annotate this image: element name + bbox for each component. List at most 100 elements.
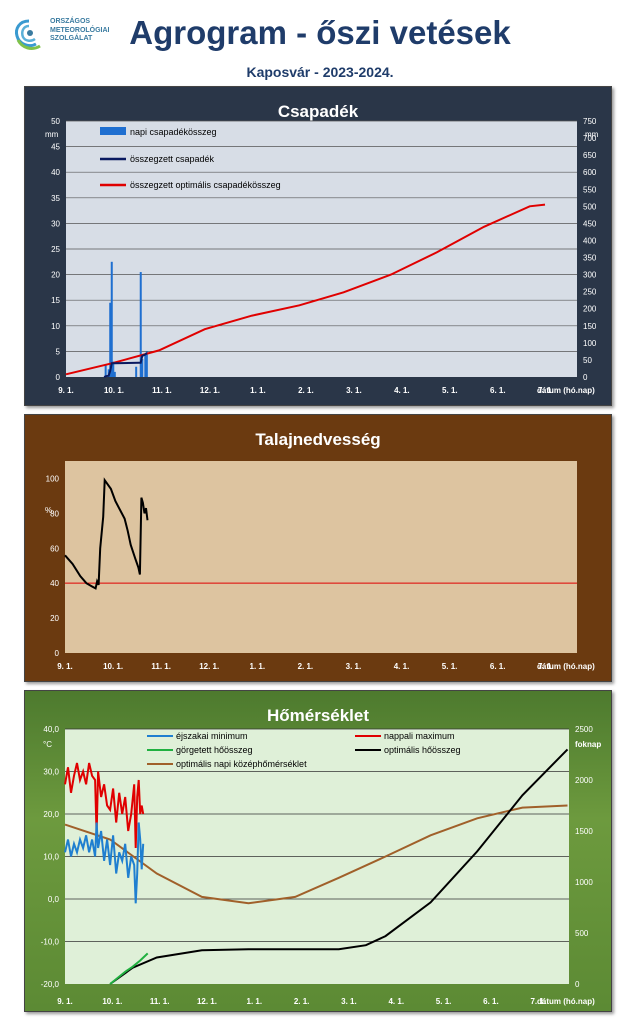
logo-text: ORSZÁGOS METEOROLÓGIAI SZOLGÁLAT: [50, 18, 110, 44]
temp-y2-unit: foknap: [575, 740, 601, 749]
soil-x-label: dátum (hó.nap): [537, 662, 595, 671]
precip-y2-tick-label: 500: [583, 202, 597, 211]
precip-x-tick-label: 11. 1.: [152, 386, 172, 395]
precip-y-tick-label: 30: [51, 219, 60, 228]
precip-y-tick-label: 45: [51, 143, 60, 152]
daily-precip-bar: [112, 361, 115, 377]
soil-x-tick-label: 10. 1.: [103, 662, 123, 671]
precip-y2-tick-label: 600: [583, 168, 597, 177]
precipitation-chart-title: Csapadék: [278, 102, 359, 121]
precip-y2-tick-label: 300: [583, 271, 597, 280]
max-temp-line: [64, 762, 145, 849]
optimal-heat-sum-line: [109, 748, 569, 985]
precip-x-label: dátum (hó.nap): [537, 386, 595, 395]
soil-y-tick-label: 40: [50, 579, 59, 588]
temp-y2-tick-label: 2000: [575, 776, 593, 785]
precip-y2-tick-label: 550: [583, 185, 597, 194]
precip-y-tick-label: 0: [56, 373, 61, 382]
temp-y2-tick-label: 1500: [575, 827, 593, 836]
precip-y-tick-label: 5: [56, 347, 61, 356]
legend-label-max-temp: nappali maximum: [384, 731, 455, 741]
logo-line-2: METEOROLÓGIAI: [50, 26, 110, 34]
optimal-daily-mean-line: [64, 804, 568, 905]
cumulative-precip-line: [103, 352, 148, 378]
daily-precip-bar: [145, 351, 148, 377]
temp-y2-tick-label: 500: [575, 929, 589, 938]
page-title: Agrogram - őszi vetések: [129, 14, 511, 51]
omsz-logo: ORSZÁGOS METEOROLÓGIAI SZOLGÁLAT: [12, 18, 122, 58]
daily-precip-bar: [104, 364, 107, 377]
temp-x-label: dátum (hó.nap): [537, 997, 595, 1006]
soil-x-tick-label: 6. 1.: [490, 662, 506, 671]
soil-moisture-line: [64, 477, 149, 590]
logo-line-1: ORSZÁGOS: [50, 18, 91, 25]
daily-precip-bar: [139, 272, 142, 377]
legend-label-optimal-mean: optimális napi középhőmérséklet: [176, 759, 307, 769]
precip-y2-tick-label: 150: [583, 322, 597, 331]
temp-y-tick-label: 20,0: [43, 810, 59, 819]
precip-y2-tick-label: 650: [583, 151, 597, 160]
precip-x-tick-label: 6. 1.: [490, 386, 506, 395]
temp-x-tick-label: 6. 1.: [483, 997, 499, 1006]
soil-x-tick-label: 12. 1.: [199, 662, 219, 671]
temp-x-tick-label: 12. 1.: [197, 997, 217, 1006]
soil-x-tick-label: 5. 1.: [442, 662, 458, 671]
soil-y-tick-label: 0: [55, 649, 60, 658]
daily-precip-bar: [135, 366, 138, 377]
daily-precip-bar: [141, 359, 144, 377]
soil-y-unit: %: [45, 506, 52, 515]
soil-x-tick-label: 7. 1.: [538, 662, 554, 671]
temp-x-tick-label: 9. 1.: [57, 997, 73, 1006]
page-subtitle: Kaposvár - 2023-2024.: [246, 64, 394, 80]
logo-line-3: SZOLGÁLAT: [50, 35, 93, 42]
precip-y-tick-label: 25: [51, 245, 60, 254]
precip-y2-tick-label: 450: [583, 219, 597, 228]
precip-legend: napi csapadékösszeg összegzett csapadék …: [100, 127, 281, 190]
rolling-heat-sum-line: [109, 952, 149, 985]
soil-x-tick-label: 4. 1.: [394, 662, 410, 671]
temp-y-tick-label: 30,0: [43, 768, 59, 777]
temp-y-tick-label: -20,0: [41, 980, 60, 989]
soil-y-tick-label: 100: [46, 474, 60, 483]
daily-precip-bar: [109, 302, 112, 377]
precip-y2-tick-label: 0: [583, 373, 588, 382]
temp-y2-tick-label: 2500: [575, 725, 593, 734]
precip-x-tick-label: 7. 1.: [538, 386, 554, 395]
precip-y-unit: mm: [45, 130, 59, 139]
precipitation-panel: Csapadék 0 5 10 15 20 25 30 35 40 45 50 0 50 100 150 2…: [24, 86, 612, 406]
soil-moisture-panel: Talajnedvesség 0 20 40 60 80 100 9. 1. 10. 1. 1…: [24, 414, 612, 682]
temp-x-tick-label: 3. 1.: [341, 997, 357, 1006]
soil-y-tick-label: 60: [50, 544, 59, 553]
legend-label-optimal-precip: összegzett optimális csapadékösszeg: [130, 180, 281, 190]
temp-x-tick-label: 1. 1.: [247, 997, 263, 1006]
soil-moisture-plot-area: [65, 461, 577, 653]
temp-x-tick-label: 5. 1.: [436, 997, 452, 1006]
precip-y2-tick-label: 350: [583, 254, 597, 263]
logo-swirl-icon: [15, 19, 41, 50]
temperature-panel: Hőmérséklet -20,0 -10,0 0,0 10,0 20,0 30,0 40,…: [24, 690, 612, 1012]
precip-y-tick-label: 10: [51, 322, 60, 331]
min-temp-line: [64, 822, 145, 904]
soil-x-tick-label: 3. 1.: [346, 662, 362, 671]
legend-label-min-temp: éjszakai minimum: [176, 731, 248, 741]
precip-y2-tick-label: 400: [583, 236, 597, 245]
soil-moisture-chart-title: Talajnedvesség: [255, 430, 380, 449]
precip-x-tick-label: 4. 1.: [394, 386, 410, 395]
precip-y2-tick-label: 100: [583, 339, 597, 348]
soil-x-tick-label: 1. 1.: [250, 662, 266, 671]
precip-y-tick-label: 20: [51, 271, 60, 280]
precip-y-tick-label: 50: [51, 117, 60, 126]
soil-x-tick-label: 2. 1.: [298, 662, 314, 671]
precip-y-tick-label: 40: [51, 168, 60, 177]
legend-label-rolling-heat: görgetett hőösszeg: [176, 745, 253, 755]
precip-x-tick-label: 12. 1.: [200, 386, 220, 395]
temp-y-tick-label: -10,0: [41, 938, 60, 947]
precip-x-tick-label: 10. 1.: [104, 386, 124, 395]
temperature-chart: Hőmérséklet -20,0 -10,0 0,0 10,0 20,0 30,0 40,…: [41, 706, 602, 1006]
legend-swatch-daily-precip: [100, 127, 126, 135]
soil-x-tick-label: 11. 1.: [151, 662, 171, 671]
precip-y2-tick-label: 700: [583, 134, 597, 143]
optimal-cumulative-precip-line: [65, 203, 546, 376]
temp-y-tick-label: 40,0: [43, 725, 59, 734]
precip-x-tick-label: 9. 1.: [58, 386, 74, 395]
